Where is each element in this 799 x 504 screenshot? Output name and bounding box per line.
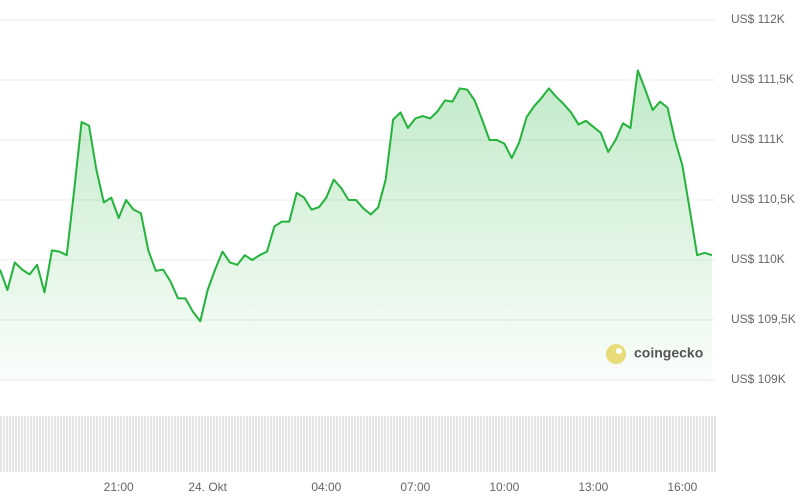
- y-tick-label: US$ 110K: [731, 252, 785, 266]
- x-tick-label: 10:00: [489, 480, 519, 494]
- price-line: [0, 69, 713, 323]
- x-tick-label: 07:00: [400, 480, 430, 494]
- watermark: coingecko: [606, 344, 703, 364]
- x-tick-label: 04:00: [311, 480, 341, 494]
- y-tick-label: US$ 112K: [731, 12, 785, 26]
- y-tick-label: US$ 109,5K: [731, 312, 796, 326]
- watermark-text: coingecko: [634, 345, 703, 361]
- y-tick-label: US$ 110,5K: [731, 192, 795, 206]
- y-tick-label: US$ 111K: [731, 132, 784, 146]
- x-tick-label: 16:00: [667, 480, 697, 494]
- y-tick-label: US$ 109K: [731, 372, 786, 386]
- x-tick-label: 13:00: [578, 480, 608, 494]
- volume-bars: [0, 416, 716, 472]
- watermark-logo-eye: [616, 348, 622, 354]
- area-fill: [0, 70, 712, 384]
- x-tick-label: 21:00: [104, 480, 134, 494]
- watermark-logo: [606, 344, 626, 364]
- x-tick-label: 24. Okt: [188, 480, 227, 494]
- y-tick-label: US$ 111,5K: [731, 72, 794, 86]
